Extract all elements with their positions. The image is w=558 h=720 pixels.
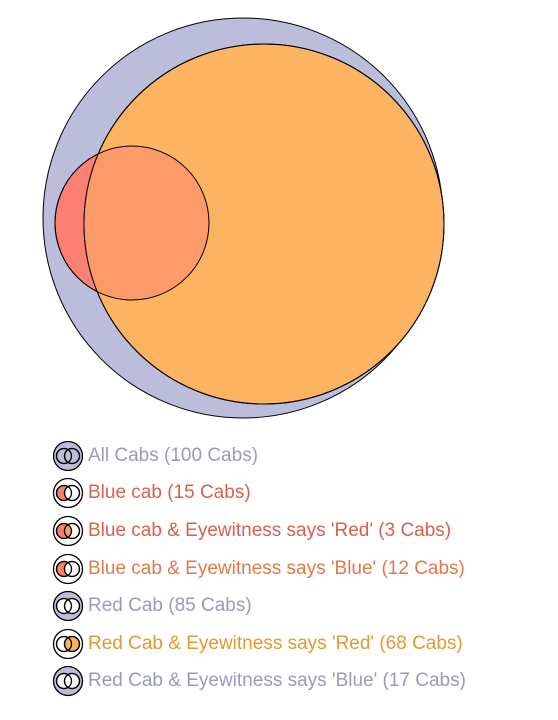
legend-label: Red Cab & Eyewitness says 'Blue' (17 Cab… (88, 670, 466, 692)
venn-swatch-icon (52, 440, 84, 471)
legend-label: Blue cab & Eyewitness says 'Red' (3 Cabs… (88, 519, 452, 541)
legend-item: Blue cab & Eyewitness says 'Red' (3 Cabs… (52, 512, 466, 550)
venn-swatch-icon (52, 515, 84, 547)
legend-label: All Cabs (100 Cabs) (88, 444, 259, 466)
legend-item: Red Cab & Eyewitness says 'Red' (68 Cabs… (52, 625, 466, 663)
legend-item: Red Cab & Eyewitness says 'Blue' (17 Cab… (52, 663, 466, 701)
legend-item: Blue cab (15 Cabs) (52, 475, 466, 513)
legend-item: Red Cab (85 Cabs) (52, 587, 466, 625)
eyewitness-red-outline (83, 43, 445, 405)
venn-swatch-icon (52, 478, 84, 509)
blue-cab-outline (54, 145, 210, 301)
venn-swatch-icon (52, 591, 84, 622)
legend-item: All Cabs (100 Cabs) (52, 437, 466, 475)
venn-diagram (42, 17, 445, 419)
legend: All Cabs (100 Cabs) Blue cab (15 Cabs) Blu… (52, 437, 466, 700)
legend-label: Blue cab (15 Cabs) (88, 482, 251, 504)
legend-label: Red Cab (85 Cabs) (88, 595, 252, 617)
legend-label: Red Cab & Eyewitness says 'Red' (68 Cabs… (88, 632, 463, 654)
venn-swatch-icon (52, 666, 84, 697)
venn-swatch-icon (52, 553, 84, 584)
legend-item: Blue cab & Eyewitness says 'Blue' (12 Ca… (52, 550, 466, 588)
venn-swatch-icon (52, 628, 84, 659)
legend-label: Blue cab & Eyewitness says 'Blue' (12 Ca… (88, 557, 465, 579)
